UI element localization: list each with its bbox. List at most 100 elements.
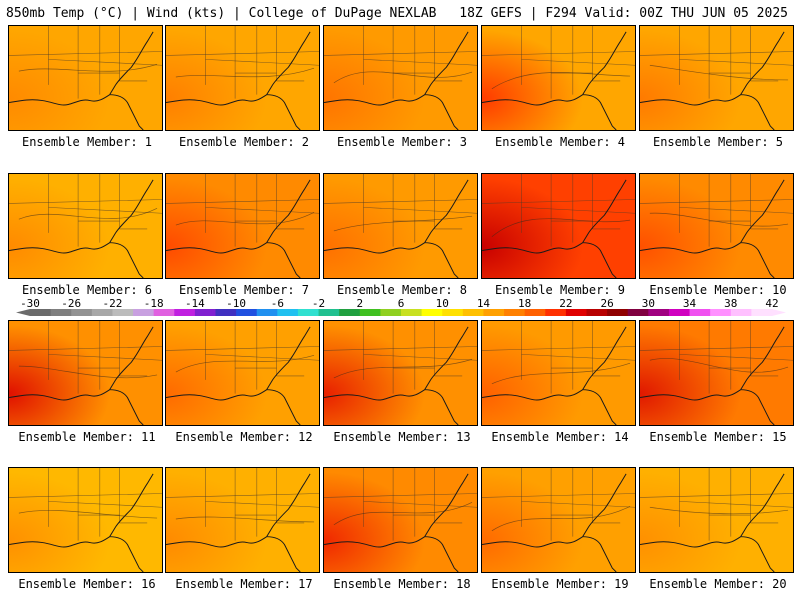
- ensemble-panel-9: [481, 173, 636, 279]
- temperature-field: [324, 174, 477, 278]
- state-border: [521, 501, 635, 508]
- wind-contour: [18, 510, 158, 519]
- scale-swatch: [256, 309, 278, 316]
- wind-contour: [333, 215, 473, 232]
- coastline: [482, 473, 627, 548]
- ensemble-member-label-4: Ensemble Member: 4: [494, 135, 626, 149]
- state-border: [324, 346, 477, 351]
- temperature-map: [9, 174, 162, 278]
- wind-contour: [18, 365, 158, 379]
- state-border: [205, 501, 319, 508]
- state-border: [679, 59, 793, 66]
- ensemble-member-label-11: Ensemble Member: 11: [18, 430, 156, 444]
- scale-tick-label: 38: [724, 297, 737, 310]
- ensemble-member-label-2: Ensemble Member: 2: [178, 135, 310, 149]
- coastline: [740, 94, 775, 130]
- state-border: [482, 51, 635, 56]
- coastline: [482, 31, 627, 106]
- state-border: [48, 59, 162, 66]
- ensemble-member-label-8: Ensemble Member: 8: [336, 283, 468, 297]
- temperature-field: [166, 26, 319, 130]
- coastline: [109, 94, 144, 130]
- scale-tick-label: -2: [312, 297, 325, 310]
- wind-contour: [175, 211, 315, 226]
- wind-contour: [175, 516, 315, 523]
- state-border: [324, 51, 477, 56]
- scale-swatch: [133, 309, 155, 316]
- ensemble-member-label-13: Ensemble Member: 13: [333, 430, 471, 444]
- wind-contour: [333, 358, 473, 379]
- coastline: [9, 473, 154, 548]
- scale-swatch: [504, 309, 526, 316]
- scale-tick-label: -18: [144, 297, 164, 310]
- coastline: [9, 31, 154, 106]
- wind-contour: [18, 63, 158, 72]
- scale-tick-label: 26: [600, 297, 613, 310]
- coastline: [740, 389, 775, 425]
- scale-swatch: [91, 309, 113, 316]
- scale-swatch: [236, 309, 258, 316]
- state-border: [9, 199, 162, 204]
- state-border: [363, 207, 477, 214]
- state-border: [363, 501, 477, 508]
- ensemble-panel-6: [8, 173, 163, 279]
- wind-contour: [491, 72, 631, 90]
- coastline: [166, 179, 311, 254]
- state-border: [166, 199, 319, 204]
- coastline: [9, 179, 154, 254]
- scale-swatch: [297, 309, 320, 316]
- ensemble-member-label-14: Ensemble Member: 14: [491, 430, 629, 444]
- ensemble-panel-16: [8, 467, 163, 573]
- coastline: [266, 389, 301, 425]
- coastline: [582, 536, 617, 572]
- scale-swatch: [174, 309, 196, 316]
- temperature-map: [482, 174, 635, 278]
- wind-contour: [175, 67, 315, 78]
- temperature-field: [166, 321, 319, 425]
- scale-tick-label: 42: [765, 297, 778, 310]
- wind-contour: [649, 212, 789, 227]
- state-border: [324, 493, 477, 498]
- state-border: [640, 199, 793, 204]
- scale-tick-label: 10: [436, 297, 449, 310]
- coastline: [109, 536, 144, 572]
- temperature-map: [9, 26, 162, 130]
- ensemble-member-label-20: Ensemble Member: 20: [649, 577, 787, 591]
- scale-tick-label: 30: [642, 297, 655, 310]
- temperature-map: [9, 321, 162, 425]
- temperature-field: [166, 468, 319, 572]
- temperature-field: [482, 174, 635, 278]
- color-scale-bar: -30 -26 -22 -18 -14 -10 -6 -2 2 6 10 14 18 22 26 30 34 38…: [16, 297, 786, 316]
- state-border: [482, 346, 635, 351]
- temperature-map: [324, 321, 477, 425]
- scale-swatch: [689, 309, 711, 316]
- state-border: [363, 354, 477, 361]
- scale-swatch: [483, 309, 505, 316]
- scale-swatch: [586, 309, 608, 316]
- temperature-field: [482, 468, 635, 572]
- state-border: [48, 207, 162, 214]
- scale-swatch: [112, 309, 134, 316]
- coastline: [166, 473, 311, 548]
- scale-swatch: [462, 309, 484, 316]
- state-border: [363, 59, 477, 66]
- model-run-title: 18Z GEFS | F294 Valid: 00Z THU JUN 05 20…: [459, 6, 788, 21]
- coastline: [324, 326, 469, 401]
- state-border: [640, 493, 793, 498]
- wind-contour: [175, 355, 315, 373]
- state-border: [166, 51, 319, 56]
- coastline: [482, 179, 627, 254]
- temperature-field: [324, 321, 477, 425]
- wind-contour: [649, 506, 789, 515]
- ensemble-panel-15: [639, 320, 794, 426]
- wind-contour: [18, 208, 158, 220]
- scale-tick-label: 6: [398, 297, 405, 310]
- coastline: [482, 326, 627, 401]
- ensemble-member-label-6: Ensemble Member: 6: [21, 283, 153, 297]
- state-border: [48, 354, 162, 361]
- temperature-map: [482, 321, 635, 425]
- ensemble-member-label-5: Ensemble Member: 5: [652, 135, 784, 149]
- state-border: [166, 493, 319, 498]
- scale-tick-label: -10: [226, 297, 246, 310]
- temperature-map: [9, 468, 162, 572]
